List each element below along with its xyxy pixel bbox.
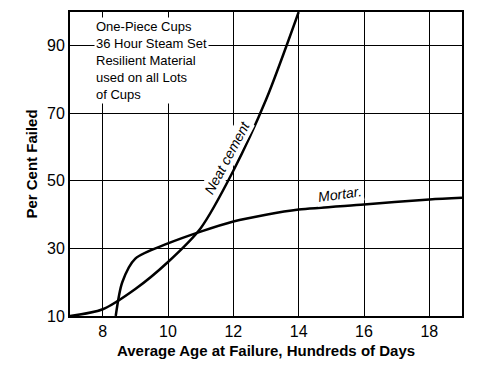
svg-text:18: 18	[420, 323, 438, 340]
svg-text:90: 90	[47, 37, 65, 54]
svg-text:12: 12	[224, 323, 242, 340]
svg-text:Mortar.: Mortar.	[317, 183, 363, 205]
svg-text:10: 10	[159, 323, 177, 340]
svg-text:10: 10	[47, 308, 65, 325]
svg-text:70: 70	[47, 105, 65, 122]
svg-text:Average Age at Failure, Hundre: Average Age at Failure, Hundreds of Days	[117, 342, 415, 359]
svg-text:50: 50	[47, 172, 65, 189]
svg-text:30: 30	[47, 240, 65, 257]
svg-text:One-Piece Cups36 Hour Steam Se: One-Piece Cups36 Hour Steam SetResilient…	[96, 19, 207, 102]
svg-text:14: 14	[290, 323, 308, 340]
svg-text:8: 8	[98, 323, 107, 340]
svg-text:16: 16	[355, 323, 373, 340]
svg-text:Per Cent Failed: Per Cent Failed	[23, 109, 40, 218]
svg-text:Neat cement: Neat cement	[201, 118, 253, 197]
